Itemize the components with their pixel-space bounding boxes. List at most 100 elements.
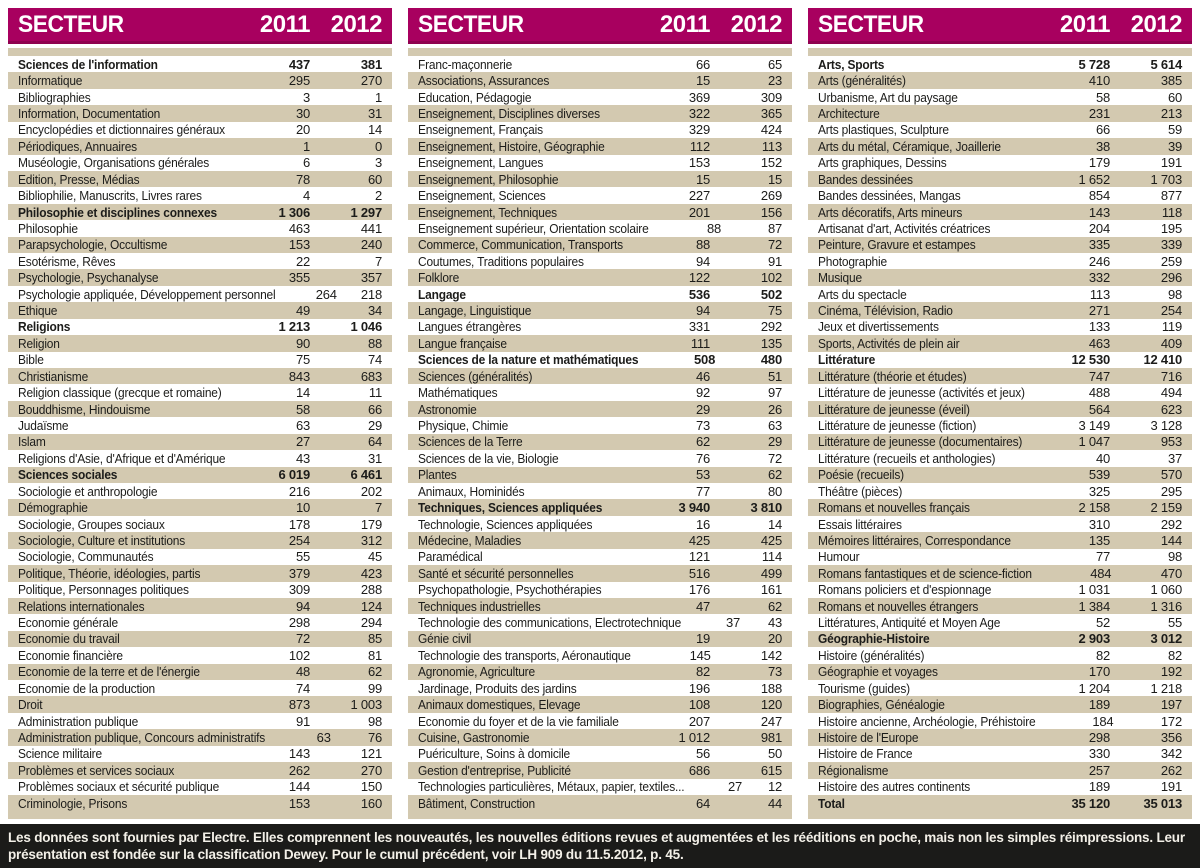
row-label: Mémoires littéraires, Correspondance — [818, 532, 1011, 548]
value-2011: 6 019 — [278, 467, 310, 483]
value-2011: 144 — [288, 779, 310, 795]
row-label: Techniques industrielles — [418, 598, 541, 614]
footer-note: Les données sont fournies par Electre. E… — [0, 824, 1200, 868]
value-2011: 47 — [695, 598, 710, 614]
table-header: SECTEUR 2011 2012 — [808, 8, 1192, 44]
table-row: Langues étrangères 331 292 — [408, 319, 792, 335]
table-row: Parapsychologie, Occultisme 153 240 — [8, 236, 392, 254]
table-row: Poésie (recueils) 539 570 — [808, 466, 1192, 483]
row-label: Bandes dessinées, Mangas — [818, 188, 961, 204]
table-row: Langage, Linguistique 94 75 — [408, 302, 792, 319]
table-rows: Arts, Sports 5 728 5 614 Arts (généralités)… — [808, 56, 1192, 812]
row-label: Paramédical — [418, 549, 483, 565]
table-row: Géographie et voyages 170 192 — [808, 663, 1192, 681]
value-2012: 98 — [367, 713, 382, 729]
value-2011: 536 — [688, 286, 710, 302]
column-header-2012: 2012 — [1130, 10, 1183, 38]
value-2011: 77 — [695, 483, 710, 499]
value-2012: 91 — [767, 253, 782, 269]
table-row: Cuisine, Gastronomie 1 012 981 — [408, 729, 792, 746]
value-2012: 296 — [1160, 270, 1182, 286]
value-2012: 76 — [367, 730, 382, 745]
value-2012: 1 046 — [350, 319, 382, 335]
row-label: Enseignement, Français — [418, 122, 543, 138]
row-label: Enseignement, Sciences — [418, 188, 546, 204]
row-label: Sciences sociales — [18, 467, 118, 483]
value-2011: 66 — [1095, 122, 1110, 138]
table-row: Informatique 295 270 — [8, 72, 392, 89]
row-label: Régionalisme — [818, 762, 889, 778]
row-label: Littérature (recueils et anthologies) — [818, 450, 996, 466]
value-2011: 686 — [688, 762, 710, 778]
table-row: Bibliographies 3 1 — [8, 89, 392, 105]
table-row: Histoire des autres continents 189 191 — [808, 779, 1192, 795]
value-2011: 74 — [295, 680, 310, 696]
table-row: Tourisme (guides) 1 204 1 218 — [808, 680, 1192, 696]
value-2011: 143 — [1088, 204, 1110, 220]
value-2011: 15 — [695, 171, 710, 187]
table-row: Psychologie, Psychanalyse 355 357 — [8, 269, 392, 286]
value-2011: 425 — [688, 532, 710, 548]
row-label: Sciences de l'information — [18, 56, 158, 72]
value-2012: 683 — [360, 368, 382, 384]
value-2011: 43 — [295, 450, 310, 466]
row-label: Economie générale — [18, 615, 118, 631]
value-2011: 63 — [295, 417, 310, 433]
value-2012: 34 — [367, 303, 382, 319]
row-label: Economie financière — [18, 647, 123, 663]
value-2012: 65 — [767, 56, 782, 72]
table-row: Ethique 49 34 — [8, 302, 392, 319]
row-label: Arts, Sports — [818, 56, 885, 72]
value-2011: 843 — [288, 368, 310, 384]
value-2012: 12 410 — [1143, 352, 1182, 368]
table-row: Christianisme 843 683 — [8, 368, 392, 385]
row-label: Religion classique (grecque et romaine) — [18, 385, 222, 401]
row-label: Artisanat d'art, Activités créatrices — [818, 220, 991, 236]
value-2012: 295 — [1160, 483, 1182, 499]
section-total-row: Religions 1 213 1 046 — [8, 319, 392, 335]
value-2012: 150 — [360, 779, 382, 795]
value-2011: 153 — [688, 155, 710, 171]
table-row: Enseignement, Philosophie 15 15 — [408, 170, 792, 188]
row-label: Romans et nouvelles étrangers — [818, 598, 979, 614]
value-2011: 310 — [1088, 516, 1110, 532]
table-row: Littérature de jeunesse (éveil) 564 623 — [808, 400, 1192, 418]
value-2012: 51 — [767, 368, 782, 384]
table-row: Enseignement supérieur, Orientation scol… — [408, 220, 792, 236]
value-2011: 410 — [1088, 73, 1110, 89]
column-header-2011: 2011 — [659, 10, 711, 38]
value-2012: 357 — [360, 270, 382, 286]
row-label: Bibliophilie, Manuscrits, Livres rares — [18, 188, 202, 204]
table-row: Essais littéraires 310 292 — [808, 516, 1192, 532]
value-2011: 1 306 — [278, 204, 310, 220]
value-2012: 118 — [1161, 204, 1182, 220]
table-row: Politique, Théorie, idéologies, partis 37… — [8, 565, 392, 582]
value-2012: 2 — [374, 188, 382, 204]
value-2012: 623 — [1160, 401, 1182, 417]
value-2011: 508 — [694, 352, 716, 368]
value-2011: 62 — [695, 434, 710, 450]
value-2012: 218 — [360, 286, 382, 302]
value-2011: 55 — [295, 549, 310, 565]
value-2011: 1 204 — [1078, 680, 1110, 696]
table-row: Sociologie, Groupes sociaux 178 179 — [8, 516, 392, 532]
table-row: Droit 873 1 003 — [8, 696, 392, 713]
header-gap — [808, 44, 1192, 48]
table-row: Economie générale 298 294 — [8, 614, 392, 630]
value-2011: 295 — [288, 73, 310, 89]
value-2012: 114 — [761, 549, 782, 565]
value-2011: 22 — [295, 253, 310, 269]
value-2012: 124 — [360, 598, 382, 614]
row-label: Religions — [18, 319, 71, 335]
value-2012: 716 — [1160, 368, 1182, 384]
value-2011: 58 — [295, 401, 310, 417]
value-2012: 409 — [1160, 335, 1182, 351]
row-label: Criminologie, Prisons — [18, 795, 128, 811]
table-row: Arts du spectacle 113 98 — [808, 286, 1192, 302]
table-row: Humour 77 98 — [808, 549, 1192, 565]
value-2012: 381 — [360, 56, 382, 72]
table-row: Histoire de l'Europe 298 356 — [808, 729, 1192, 746]
value-2012: 385 — [1160, 73, 1182, 89]
value-2012: 1 316 — [1150, 598, 1182, 614]
value-2011: 1 031 — [1078, 582, 1110, 598]
